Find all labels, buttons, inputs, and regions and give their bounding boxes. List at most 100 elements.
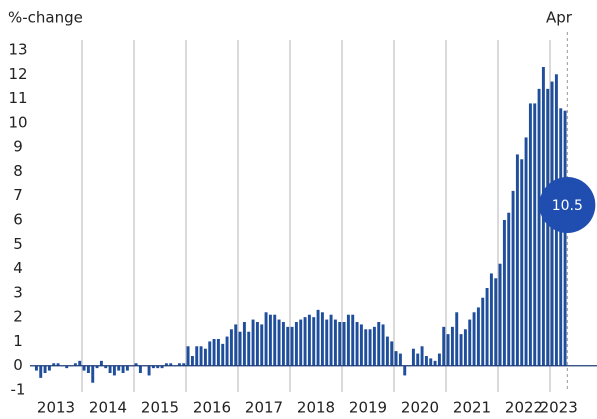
- bar: [52, 363, 56, 366]
- bar: [524, 137, 528, 366]
- bar: [229, 329, 233, 366]
- callout-bubble: [539, 177, 596, 233]
- bar: [99, 360, 103, 366]
- bar: [398, 353, 402, 366]
- bar: [203, 348, 207, 366]
- bar: [489, 273, 493, 366]
- x-tick-label: 2017: [245, 399, 283, 417]
- bar: [320, 312, 324, 366]
- bar: [468, 319, 472, 366]
- y-tick-label: 6: [13, 211, 23, 229]
- bar: [498, 263, 502, 366]
- bar: [455, 312, 459, 366]
- bar: [390, 341, 394, 366]
- bar: [312, 317, 316, 366]
- bar: [338, 322, 342, 366]
- bar: [82, 365, 86, 371]
- y-tick-label: 2: [13, 308, 23, 326]
- bar: [442, 326, 446, 366]
- bar: [359, 324, 363, 366]
- bar: [502, 220, 506, 366]
- bar: [212, 339, 216, 366]
- bar: [151, 365, 155, 369]
- x-tick-label: 2023: [540, 399, 578, 417]
- y-tick-label: 9: [13, 138, 23, 156]
- bar: [238, 331, 242, 366]
- bar: [424, 356, 428, 366]
- x-tick-label: 2022: [505, 399, 543, 417]
- bar: [216, 339, 220, 366]
- bar: [476, 307, 480, 366]
- bar: [125, 365, 129, 371]
- bar: [234, 324, 238, 366]
- bar: [182, 363, 186, 366]
- bar: [221, 343, 225, 366]
- bar: [355, 322, 359, 366]
- bar: [329, 314, 333, 366]
- bar: [559, 108, 563, 366]
- bar: [372, 326, 376, 366]
- bar: [385, 336, 389, 366]
- bar: [268, 314, 272, 366]
- bar: [485, 288, 489, 366]
- bar: [494, 278, 498, 366]
- bar: [381, 324, 385, 366]
- y-axis-label: %-change: [8, 9, 83, 27]
- bar: [242, 322, 246, 366]
- bar: [511, 190, 515, 366]
- bar: [56, 363, 60, 366]
- bar: [160, 365, 164, 369]
- bar: [73, 363, 77, 366]
- x-tick-label: 2018: [297, 399, 335, 417]
- bar: [394, 351, 398, 366]
- bar: [520, 159, 524, 366]
- x-tick-label: 2015: [141, 399, 179, 417]
- bar: [78, 360, 82, 366]
- bar: [433, 360, 437, 366]
- bar: [34, 365, 38, 371]
- bar: [134, 363, 138, 366]
- bar: [420, 346, 424, 366]
- y-tick-label: 7: [13, 186, 23, 204]
- bar: [377, 322, 381, 366]
- bar: [260, 324, 264, 366]
- bar: [403, 365, 407, 376]
- y-tick-label: -1: [11, 381, 26, 399]
- bar: [515, 154, 519, 366]
- bar: [247, 331, 251, 366]
- bar: [277, 319, 281, 366]
- bar: [333, 319, 337, 366]
- bar: [251, 319, 255, 366]
- y-tick-label: 13: [8, 41, 27, 59]
- bar: [264, 312, 268, 366]
- y-tick-label: 12: [8, 65, 27, 83]
- y-tick-label: 4: [13, 259, 23, 277]
- x-tick-label: 2016: [193, 399, 231, 417]
- bar: [533, 103, 537, 366]
- bar: [437, 353, 441, 366]
- bar: [411, 348, 415, 366]
- bar: [303, 317, 307, 366]
- bar: [450, 326, 454, 366]
- bar: [307, 314, 311, 366]
- bar: [290, 326, 294, 366]
- bar: [273, 314, 277, 366]
- bar: [208, 341, 212, 366]
- bar: [177, 363, 181, 366]
- bar: [507, 212, 511, 366]
- bar: [112, 365, 116, 376]
- bar: [147, 365, 151, 376]
- bar: [446, 334, 450, 366]
- bar: [104, 365, 108, 369]
- y-tick-label: 11: [8, 89, 27, 107]
- bar: [199, 346, 203, 366]
- y-tick-label: 10: [8, 113, 27, 131]
- bar: [43, 365, 47, 373]
- bar: [463, 329, 467, 366]
- y-tick-label: 8: [13, 162, 23, 180]
- bar: [528, 103, 532, 366]
- bar: [195, 346, 199, 366]
- bar: [325, 319, 329, 366]
- bar: [563, 110, 567, 366]
